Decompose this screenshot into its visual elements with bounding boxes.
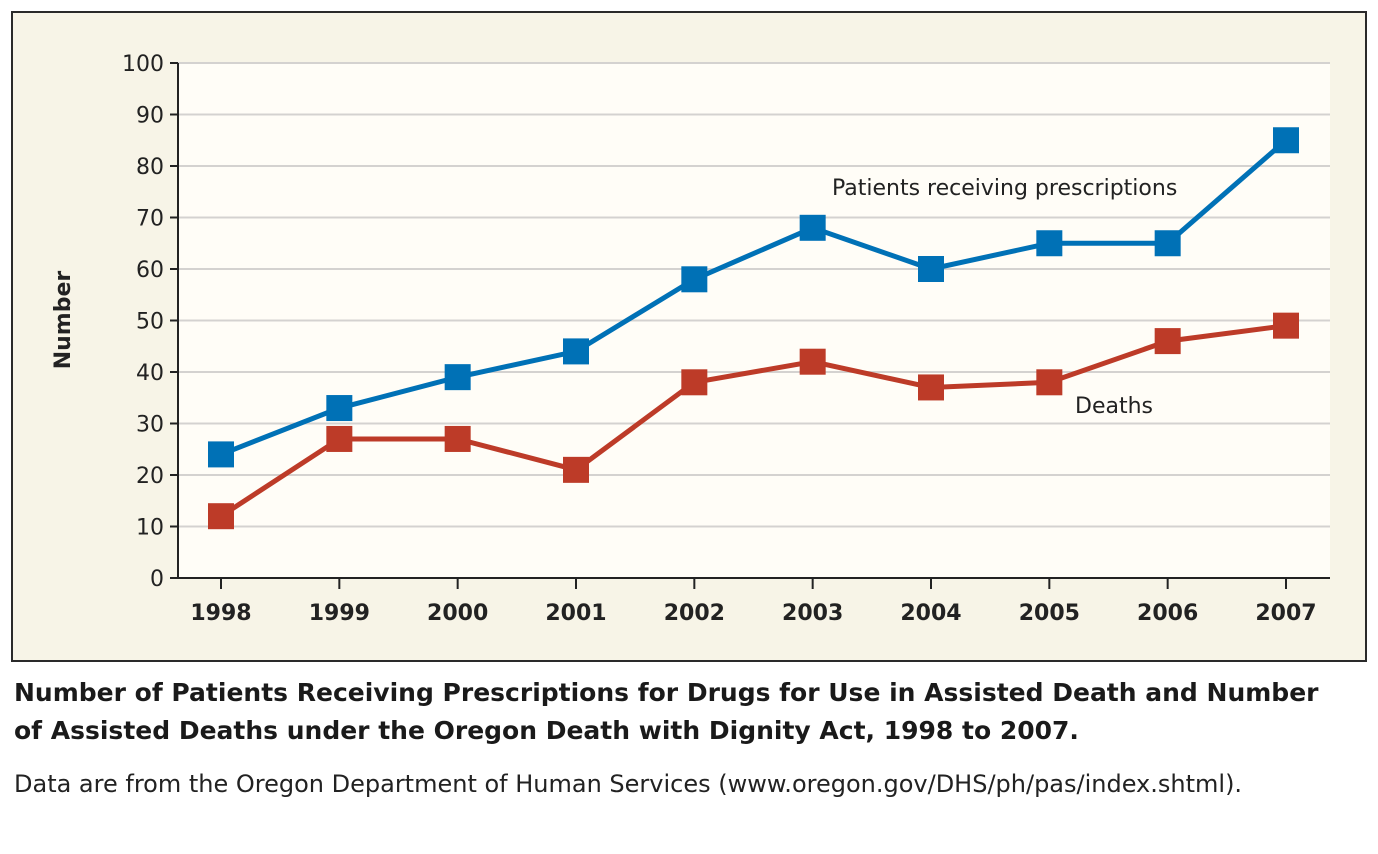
- y-tick-label: 80: [136, 155, 164, 180]
- data-point: [1036, 369, 1063, 396]
- data-point: [208, 503, 234, 530]
- data-point: [563, 456, 589, 483]
- data-point: [1036, 230, 1063, 257]
- x-tick-label: 1998: [190, 601, 251, 626]
- y-tick-label: 70: [136, 207, 164, 232]
- data-point: [681, 369, 708, 396]
- data-point: [1273, 312, 1299, 339]
- chart-title: Number of Patients Receiving Prescriptio…: [14, 678, 1319, 745]
- y-tick-label: 30: [136, 413, 164, 438]
- data-point: [1154, 328, 1181, 355]
- series-line: [220, 138, 1288, 457]
- y-tick-label: 10: [136, 516, 164, 541]
- data-point: [208, 441, 234, 468]
- data-point: [326, 395, 353, 422]
- data-point: [1273, 127, 1299, 154]
- x-tick-label: 2000: [427, 601, 488, 626]
- x-tick-label: 2001: [545, 601, 606, 626]
- y-tick-label: 40: [136, 361, 164, 386]
- y-tick-label: 100: [122, 52, 164, 77]
- y-tick-label: 50: [136, 310, 164, 335]
- y-axis-label: Number: [51, 271, 76, 370]
- data-point: [918, 256, 944, 282]
- x-tick-label: 2003: [782, 601, 843, 626]
- y-tick-label: 90: [136, 104, 164, 129]
- data-point: [563, 338, 589, 365]
- x-tick-label: 2007: [1255, 601, 1316, 626]
- series-prescriptions: [208, 127, 1299, 468]
- data-point: [444, 364, 471, 391]
- x-tick-label: 2005: [1019, 601, 1080, 626]
- x-tick-label: 2002: [664, 601, 725, 626]
- y-tick-label: 0: [150, 567, 164, 592]
- x-tick-label: 2006: [1137, 601, 1198, 626]
- line-chart: 0 10 20 30 40 50 60 70 80 90 100 1998 1999 2000 2001 20…: [11, 11, 1367, 662]
- data-point: [799, 214, 826, 241]
- x-tick-label: 1999: [309, 601, 370, 626]
- y-tick-label: 20: [136, 464, 164, 489]
- x-tick-label: 2004: [900, 601, 961, 626]
- data-point: [1154, 230, 1181, 257]
- data-point: [918, 374, 944, 401]
- data-point: [444, 425, 471, 452]
- data-point: [799, 348, 826, 375]
- data-point: [681, 266, 708, 293]
- series-label-deaths: Deaths: [1075, 394, 1153, 419]
- data-point: [326, 425, 353, 452]
- series-line: [219, 323, 1287, 519]
- y-tick-label: 60: [136, 258, 164, 283]
- series-deaths: [208, 312, 1299, 530]
- series-label-prescriptions: Patients receiving prescriptions: [832, 176, 1177, 201]
- chart-source-note: Data are from the Oregon Department of H…: [14, 770, 1243, 798]
